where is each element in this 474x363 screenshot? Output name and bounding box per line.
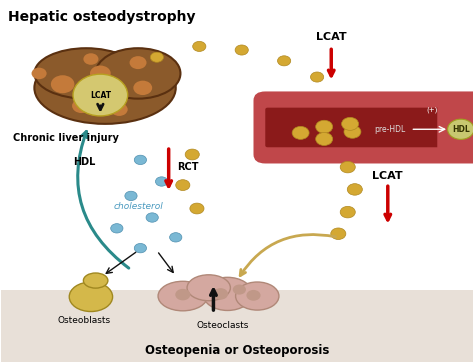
Circle shape bbox=[32, 68, 46, 79]
Circle shape bbox=[342, 117, 358, 130]
Circle shape bbox=[134, 244, 146, 253]
Circle shape bbox=[175, 289, 191, 300]
Circle shape bbox=[233, 285, 246, 295]
Text: LCAT: LCAT bbox=[90, 90, 111, 99]
Ellipse shape bbox=[69, 282, 113, 311]
Circle shape bbox=[83, 53, 99, 65]
Ellipse shape bbox=[35, 48, 138, 99]
Ellipse shape bbox=[158, 281, 208, 311]
Text: Hepatic osteodystrophy: Hepatic osteodystrophy bbox=[9, 11, 196, 24]
Ellipse shape bbox=[35, 52, 176, 124]
Text: Osteopenia or Osteoporosis: Osteopenia or Osteoporosis bbox=[145, 344, 329, 357]
Circle shape bbox=[447, 119, 474, 139]
Circle shape bbox=[316, 120, 333, 133]
Circle shape bbox=[111, 103, 128, 116]
Circle shape bbox=[73, 74, 128, 116]
Circle shape bbox=[316, 132, 333, 146]
Circle shape bbox=[146, 213, 158, 222]
Text: LCAT: LCAT bbox=[316, 32, 346, 42]
Circle shape bbox=[246, 290, 261, 301]
Text: RCT: RCT bbox=[177, 162, 198, 172]
Circle shape bbox=[344, 125, 361, 138]
Circle shape bbox=[277, 56, 291, 66]
Text: LCAT: LCAT bbox=[373, 171, 403, 181]
Circle shape bbox=[292, 126, 309, 139]
Ellipse shape bbox=[83, 273, 108, 288]
Text: Osteoblasts: Osteoblasts bbox=[57, 316, 110, 325]
Text: (+): (+) bbox=[426, 107, 438, 113]
Circle shape bbox=[155, 177, 168, 186]
Circle shape bbox=[347, 184, 362, 195]
Circle shape bbox=[51, 75, 74, 93]
Circle shape bbox=[134, 155, 146, 164]
Ellipse shape bbox=[203, 277, 252, 310]
FancyBboxPatch shape bbox=[1, 290, 473, 362]
Circle shape bbox=[176, 180, 190, 191]
Circle shape bbox=[150, 52, 164, 62]
Text: cholesterol: cholesterol bbox=[113, 202, 163, 211]
Circle shape bbox=[213, 288, 228, 299]
Circle shape bbox=[340, 206, 356, 218]
Ellipse shape bbox=[96, 48, 181, 99]
Circle shape bbox=[133, 81, 152, 95]
Ellipse shape bbox=[187, 275, 230, 301]
Text: Chronic liver injury: Chronic liver injury bbox=[13, 133, 119, 143]
FancyBboxPatch shape bbox=[254, 91, 474, 163]
Circle shape bbox=[129, 56, 146, 69]
Circle shape bbox=[235, 45, 248, 55]
Text: HDL: HDL bbox=[452, 125, 470, 134]
FancyBboxPatch shape bbox=[265, 108, 474, 147]
Circle shape bbox=[190, 203, 204, 214]
Circle shape bbox=[310, 72, 324, 82]
Circle shape bbox=[185, 149, 199, 160]
Circle shape bbox=[111, 224, 123, 233]
Circle shape bbox=[170, 233, 182, 242]
FancyBboxPatch shape bbox=[438, 102, 474, 156]
Circle shape bbox=[90, 65, 111, 81]
Text: Osteoclasts: Osteoclasts bbox=[197, 321, 249, 330]
Circle shape bbox=[340, 161, 356, 173]
Circle shape bbox=[72, 99, 91, 113]
Circle shape bbox=[193, 41, 206, 52]
Circle shape bbox=[331, 228, 346, 240]
Ellipse shape bbox=[236, 282, 279, 310]
Text: pre-HDL: pre-HDL bbox=[374, 125, 406, 134]
Text: HDL: HDL bbox=[73, 157, 95, 167]
Circle shape bbox=[125, 191, 137, 201]
